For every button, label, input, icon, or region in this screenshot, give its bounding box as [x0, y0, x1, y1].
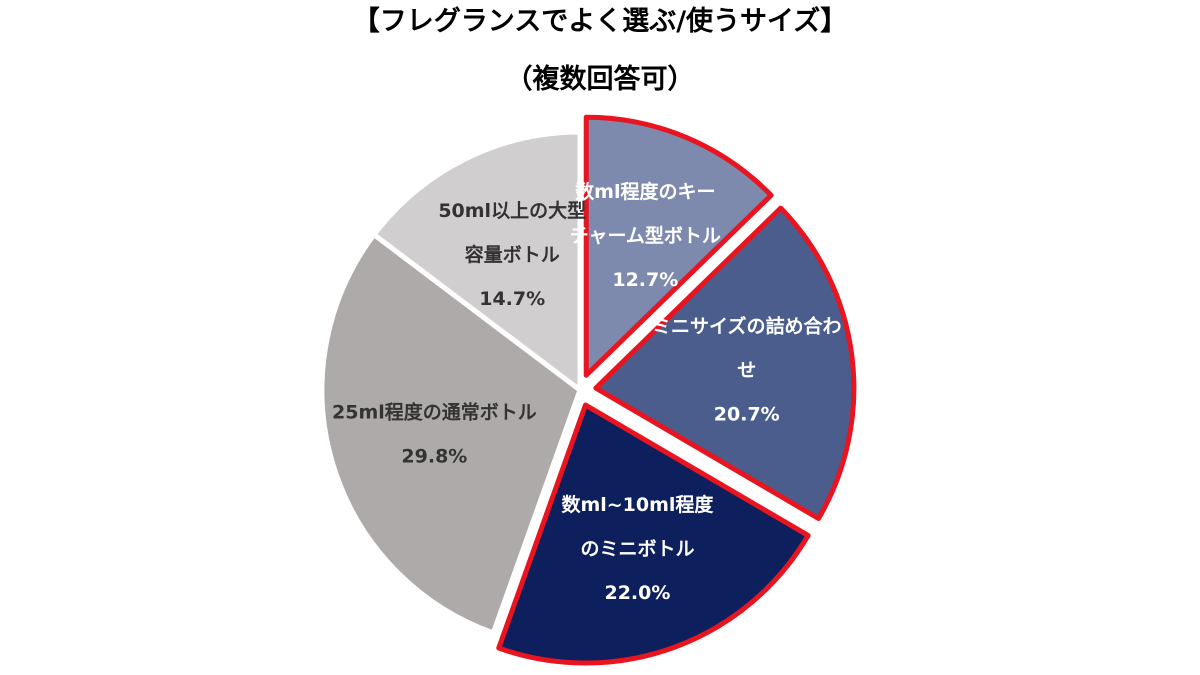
pie-slice-5	[371, 129, 583, 393]
slice-label-5: 50ml以上の大型容量ボトル 14.7%	[438, 199, 586, 310]
slice-category-label: 数ml程度のキー	[575, 180, 715, 203]
slice-category-label: のミニボトル	[580, 538, 694, 560]
slice-value-label: 29.8%	[401, 446, 467, 468]
slice-label-1: 数ml程度のキーチャーム型ボトル 12.7%	[570, 180, 721, 291]
slice-value-label: 12.7%	[612, 269, 678, 291]
pie-slice-1	[583, 114, 774, 378]
slice-category-label: 数ml~10ml程度	[561, 493, 714, 516]
slice-value-label: 14.7%	[479, 288, 545, 310]
slice-category-label: 容量ボトル	[465, 243, 560, 266]
pie-slice-4	[319, 232, 583, 636]
slice-category-label: チャーム型ボトル	[570, 224, 721, 247]
slice-value-label: 22.0%	[604, 582, 670, 604]
pie-slice-2	[593, 205, 857, 521]
pie-labels: 数ml程度のキーチャーム型ボトル 12.7% ミニサイズの詰め合わせ 20.7% 数ml…	[332, 180, 841, 604]
slice-category-label: せ	[737, 360, 756, 382]
slice-label-2: ミニサイズの詰め合わせ 20.7%	[652, 315, 841, 426]
slice-category-label: 25ml程度の通常ボトル	[332, 401, 537, 424]
pie-slices	[319, 114, 857, 666]
slice-category-label: 50ml以上の大型	[438, 199, 586, 222]
slice-value-label: 20.7%	[714, 404, 780, 426]
slice-category-label: ミニサイズの詰め合わ	[652, 315, 841, 338]
slice-label-3: 数ml~10ml程度のミニボトル 22.0%	[561, 493, 714, 604]
pie-slice-3	[496, 402, 811, 666]
chart-title: 【フレグランスでよく選ぶ/使うサイズ】	[353, 5, 848, 37]
slice-label-4: 25ml程度の通常ボトル 29.8%	[332, 401, 537, 468]
chart-subtitle: （複数回答可）	[506, 63, 695, 95]
